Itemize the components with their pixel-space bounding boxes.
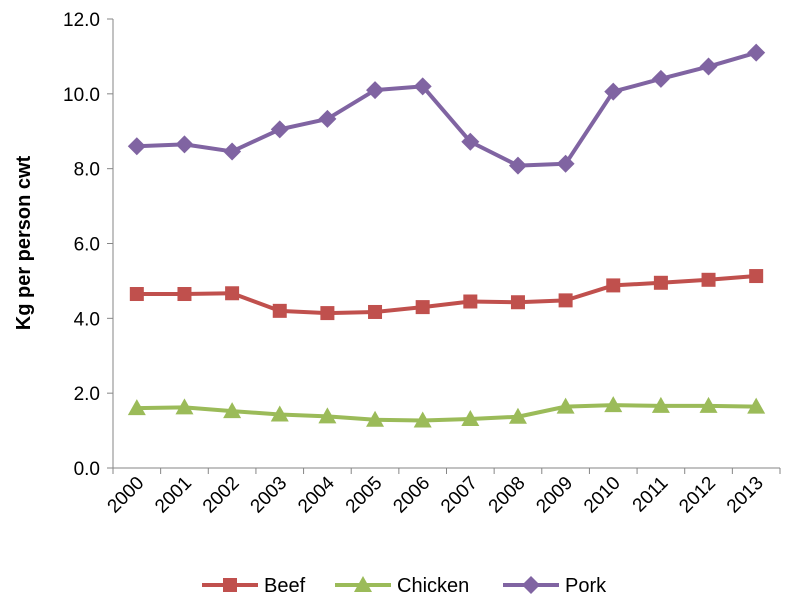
- x-tick-label: 2011: [629, 473, 673, 517]
- x-tick-label: 2005: [342, 473, 387, 518]
- pork-point: [127, 137, 146, 156]
- chicken-point: [651, 396, 670, 413]
- pork-point: [318, 109, 337, 128]
- x-tick-label: 2002: [199, 473, 244, 518]
- pork-line: [136, 50, 757, 168]
- x-tick-label: 2012: [675, 473, 720, 518]
- y-tick-label: 0.0: [74, 459, 100, 480]
- series-layer: [127, 43, 766, 428]
- x-tick-label: 2008: [485, 473, 530, 518]
- beef-point: [320, 306, 335, 321]
- beef-point: [368, 304, 383, 319]
- legend-swatch-marker: [223, 578, 237, 592]
- legend-label: Beef: [264, 575, 306, 597]
- beef-point: [225, 286, 240, 301]
- legend-swatch-marker: [354, 576, 372, 592]
- legend-label: Pork: [565, 575, 607, 597]
- y-tick-label: 2.0: [74, 384, 100, 405]
- beef-point: [177, 287, 192, 302]
- chicken-point: [175, 398, 194, 415]
- chicken-point: [413, 411, 432, 428]
- pork-point: [651, 69, 670, 88]
- beef-point: [415, 300, 430, 315]
- chicken-point: [318, 407, 337, 424]
- beef-point: [510, 295, 525, 310]
- beef-point: [463, 294, 478, 309]
- pork-point: [223, 142, 242, 161]
- legend-item-beef: Beef: [202, 575, 306, 597]
- y-tick-label: 8.0: [74, 160, 100, 181]
- beef-point: [272, 303, 287, 318]
- chicken-point: [556, 397, 575, 414]
- x-tick-label: 2007: [437, 473, 482, 518]
- legend-swatch-marker: [522, 576, 540, 594]
- beef-line: [136, 274, 757, 316]
- y-tick-label: 12.0: [63, 10, 100, 31]
- x-tick-label: 2004: [294, 472, 339, 517]
- x-tick-label: 2000: [104, 473, 149, 518]
- y-tick-label: 10.0: [63, 85, 100, 106]
- x-tick-label: 2013: [723, 473, 768, 518]
- chicken-point: [270, 405, 289, 422]
- pork-point: [556, 154, 575, 173]
- beef-point: [558, 293, 573, 308]
- legend-item-chicken: Chicken: [335, 575, 469, 597]
- series-chicken: [127, 396, 766, 428]
- chicken-point: [223, 402, 242, 419]
- series-pork: [127, 43, 766, 175]
- legend: Beef Chicken Pork: [202, 575, 607, 597]
- pork-point: [699, 57, 718, 76]
- chicken-point: [747, 397, 766, 414]
- chicken-point: [366, 410, 385, 427]
- x-tick-label: 2001: [151, 473, 196, 518]
- pork-point: [366, 81, 385, 100]
- pork-point: [508, 156, 527, 175]
- chicken-point: [461, 409, 480, 426]
- chicken-point: [604, 396, 623, 413]
- series-beef: [129, 269, 764, 321]
- x-tick-label: 2006: [389, 473, 434, 518]
- pork-point: [747, 43, 766, 62]
- chicken-point: [699, 396, 718, 413]
- legend-item-pork: Pork: [503, 575, 607, 597]
- beef-point: [606, 278, 621, 293]
- pork-point: [461, 132, 480, 151]
- beef-point: [129, 287, 144, 302]
- x-tick-label: 2009: [532, 473, 577, 518]
- beef-point: [653, 275, 668, 290]
- y-tick-label: 6.0: [74, 235, 100, 256]
- pork-point: [604, 82, 623, 101]
- chicken-point: [127, 399, 146, 416]
- y-tick-label: 4.0: [74, 309, 100, 330]
- pork-point: [413, 77, 432, 96]
- y-axis-title: Kg per person cwt: [13, 155, 35, 330]
- beef-point: [749, 269, 764, 284]
- chicken-point: [508, 407, 527, 424]
- x-tick-label: 2010: [580, 473, 625, 518]
- beef-point: [701, 272, 716, 287]
- chicken-line: [136, 403, 757, 423]
- pork-point: [270, 120, 289, 139]
- pork-point: [175, 135, 194, 154]
- legend-label: Chicken: [397, 575, 469, 597]
- x-tick-label: 2003: [247, 473, 292, 518]
